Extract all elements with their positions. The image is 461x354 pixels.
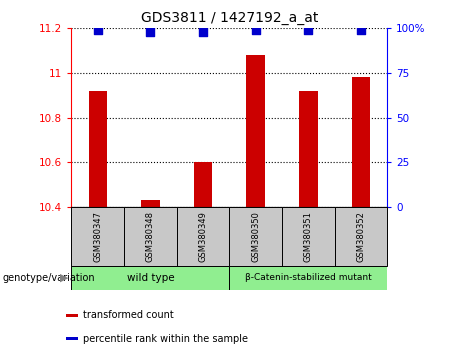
- Text: percentile rank within the sample: percentile rank within the sample: [83, 334, 248, 344]
- Point: [94, 27, 101, 33]
- FancyBboxPatch shape: [282, 207, 335, 266]
- Text: ▶: ▶: [60, 273, 69, 283]
- FancyBboxPatch shape: [71, 266, 230, 290]
- Bar: [352, 78, 370, 207]
- FancyBboxPatch shape: [71, 207, 124, 266]
- FancyBboxPatch shape: [230, 266, 387, 290]
- FancyBboxPatch shape: [335, 207, 387, 266]
- Point: [147, 29, 154, 35]
- Text: β-Catenin-stabilized mutant: β-Catenin-stabilized mutant: [245, 273, 372, 282]
- Text: GSM380352: GSM380352: [356, 211, 366, 262]
- FancyBboxPatch shape: [124, 207, 177, 266]
- Point: [305, 27, 312, 33]
- Bar: [89, 91, 107, 207]
- Bar: [141, 200, 160, 207]
- Bar: [247, 55, 265, 207]
- Text: genotype/variation: genotype/variation: [2, 273, 95, 283]
- Bar: [65, 337, 78, 340]
- Point: [199, 29, 207, 35]
- Bar: [65, 314, 78, 316]
- Text: transformed count: transformed count: [83, 310, 174, 320]
- Text: GSM380348: GSM380348: [146, 211, 155, 262]
- Point: [252, 27, 260, 33]
- Bar: [194, 162, 212, 207]
- Text: GSM380351: GSM380351: [304, 211, 313, 262]
- Text: GSM380350: GSM380350: [251, 211, 260, 262]
- Text: GSM380349: GSM380349: [199, 211, 207, 262]
- Bar: [299, 91, 318, 207]
- Point: [357, 27, 365, 33]
- Text: GSM380347: GSM380347: [93, 211, 102, 262]
- FancyBboxPatch shape: [177, 207, 229, 266]
- Text: wild type: wild type: [127, 273, 174, 283]
- FancyBboxPatch shape: [229, 207, 282, 266]
- Title: GDS3811 / 1427192_a_at: GDS3811 / 1427192_a_at: [141, 11, 318, 24]
